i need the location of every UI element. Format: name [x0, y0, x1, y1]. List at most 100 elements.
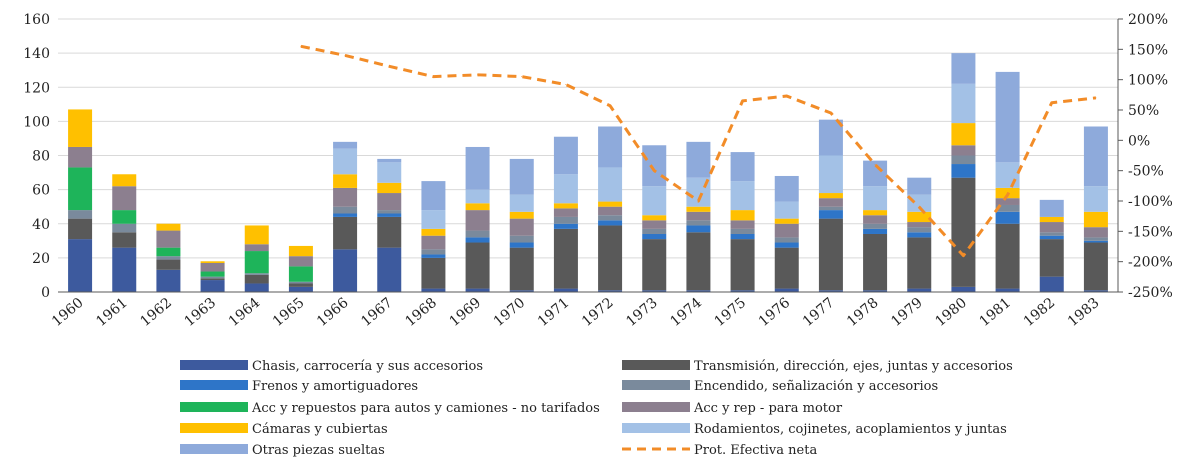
line-point — [874, 164, 876, 166]
bar-segment — [1039, 199, 1064, 217]
x-tick-label: 1973 — [623, 295, 661, 330]
bar-segment — [951, 155, 976, 165]
bar-segment — [200, 262, 225, 272]
bar-segment — [774, 288, 799, 292]
bar-segment — [288, 266, 313, 282]
y-right-tick-label: 200% — [1128, 12, 1168, 28]
line-point — [521, 76, 523, 78]
bar-segment — [598, 215, 623, 221]
bar-segment — [863, 215, 888, 224]
y-right-tick-label: -150% — [1128, 224, 1173, 240]
bar-segment — [686, 232, 711, 291]
bar-segment — [686, 225, 711, 233]
bar-segment — [818, 155, 843, 194]
bar-segment — [509, 290, 534, 292]
x-tick-label: 1965 — [270, 295, 308, 330]
bar-segment — [774, 175, 799, 202]
bar-segment — [377, 182, 402, 194]
line-point — [1095, 97, 1097, 99]
bar-segment — [465, 210, 490, 231]
bar-segment — [1083, 237, 1108, 241]
bar-segment — [730, 181, 755, 211]
bar-segment — [112, 232, 137, 248]
bar-segment — [421, 288, 446, 292]
bar-segment — [598, 225, 623, 291]
bar-segment — [774, 201, 799, 219]
bar-segment — [156, 256, 181, 260]
bar-segment — [642, 220, 667, 229]
x-tick-label: 1961 — [93, 295, 131, 330]
bar-segment — [863, 233, 888, 291]
x-tick-label: 1980 — [932, 295, 970, 330]
bar-segment — [951, 145, 976, 156]
bar-segment — [377, 158, 402, 163]
bar-segment — [509, 242, 534, 248]
bar-segment — [156, 269, 181, 292]
bar-segment — [1039, 216, 1064, 223]
bar-segment — [421, 249, 446, 255]
bar-segment — [377, 247, 402, 292]
x-tick-label: 1979 — [888, 295, 926, 330]
bar-segment — [1039, 239, 1064, 277]
bar-segment — [730, 239, 755, 291]
line-point — [300, 45, 302, 47]
bar-segment — [907, 211, 932, 223]
y-right-tick-label: -100% — [1128, 194, 1173, 210]
bar-segment — [818, 206, 843, 211]
y-right-tick-label: 150% — [1128, 42, 1168, 58]
bar-segment — [465, 189, 490, 204]
bar-segment — [907, 232, 932, 238]
bar-segment — [112, 223, 137, 233]
bar-segment — [377, 216, 402, 248]
y-left-tick-label: 40 — [32, 217, 50, 233]
bar-segment — [333, 187, 358, 207]
bar-segment — [509, 247, 534, 291]
bar-segment — [68, 109, 93, 147]
x-tick-label: 1966 — [314, 295, 352, 330]
line-point — [786, 95, 788, 97]
bar-segment — [774, 223, 799, 238]
bar-segment — [244, 273, 269, 275]
bar-segment — [730, 228, 755, 234]
x-tick-label: 1976 — [756, 295, 794, 330]
bar-segment — [598, 201, 623, 207]
bar-segment — [156, 259, 181, 270]
bar-segment — [642, 290, 667, 292]
bar-segment — [244, 244, 269, 252]
bar-segment — [730, 290, 755, 292]
bar-segment — [288, 283, 313, 287]
bar-segment — [907, 194, 932, 212]
bar-segment — [465, 203, 490, 211]
bar-segment — [509, 235, 534, 243]
bar-segment — [156, 223, 181, 231]
bar-segment — [68, 218, 93, 240]
bar-segment — [642, 233, 667, 240]
bar-segment — [907, 177, 932, 195]
bar-segment — [553, 136, 578, 175]
x-tick-label: 1964 — [226, 295, 264, 330]
legend-swatch — [622, 380, 690, 390]
bar-segment — [509, 194, 534, 212]
bar-segment — [68, 239, 93, 292]
bar-segment — [642, 228, 667, 234]
bar-segment — [200, 278, 225, 281]
x-tick-label: 1983 — [1065, 295, 1103, 330]
bar-segment — [642, 145, 667, 187]
bar-segment — [553, 288, 578, 292]
bar-segment — [553, 208, 578, 217]
bar-segment — [112, 174, 137, 187]
bar-segment — [200, 276, 225, 279]
bar-segment — [200, 271, 225, 277]
bar-segment — [1083, 290, 1108, 292]
bar-segment — [863, 228, 888, 234]
bar-segment — [686, 206, 711, 212]
y-left-tick-label: 120 — [23, 80, 50, 96]
bar-segment — [333, 174, 358, 188]
x-tick-label: 1971 — [535, 295, 573, 330]
bar-segment — [288, 281, 313, 284]
bar-segment — [68, 210, 93, 219]
legend-label: Chasis, carrocería y sus accesorios — [252, 359, 483, 374]
bar-segment — [1083, 242, 1108, 291]
x-tick-label: 1974 — [667, 295, 705, 330]
bar-segment — [951, 83, 976, 124]
